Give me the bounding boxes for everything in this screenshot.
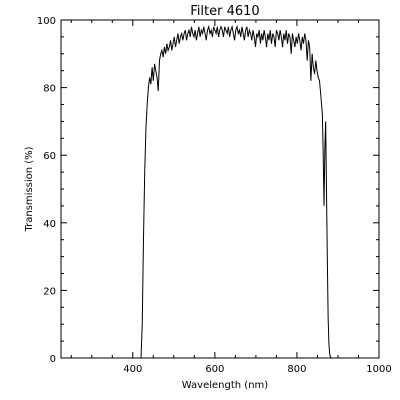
y-tick-label: 20 bbox=[43, 286, 56, 297]
y-tick-label: 0 bbox=[50, 354, 56, 365]
y-tick-label: 60 bbox=[43, 151, 56, 162]
y-axis-label: Transmission (%) bbox=[24, 146, 35, 232]
x-tick-label: 800 bbox=[287, 364, 306, 375]
y-tick-label: 80 bbox=[43, 84, 56, 95]
tick-labels: 400 600 800 1000 0 20 40 60 80 100 bbox=[37, 16, 392, 375]
chart-title: Filter 4610 bbox=[190, 4, 259, 19]
tick-marks bbox=[61, 19, 380, 359]
x-axis-label: Wavelength (nm) bbox=[182, 380, 268, 391]
x-tick-label: 1000 bbox=[366, 364, 391, 375]
x-tick-label: 400 bbox=[123, 364, 142, 375]
series-line bbox=[140, 24, 334, 359]
x-tick-label: 600 bbox=[205, 364, 224, 375]
y-tick-label: 40 bbox=[43, 219, 56, 230]
y-tick-label: 100 bbox=[37, 16, 56, 27]
